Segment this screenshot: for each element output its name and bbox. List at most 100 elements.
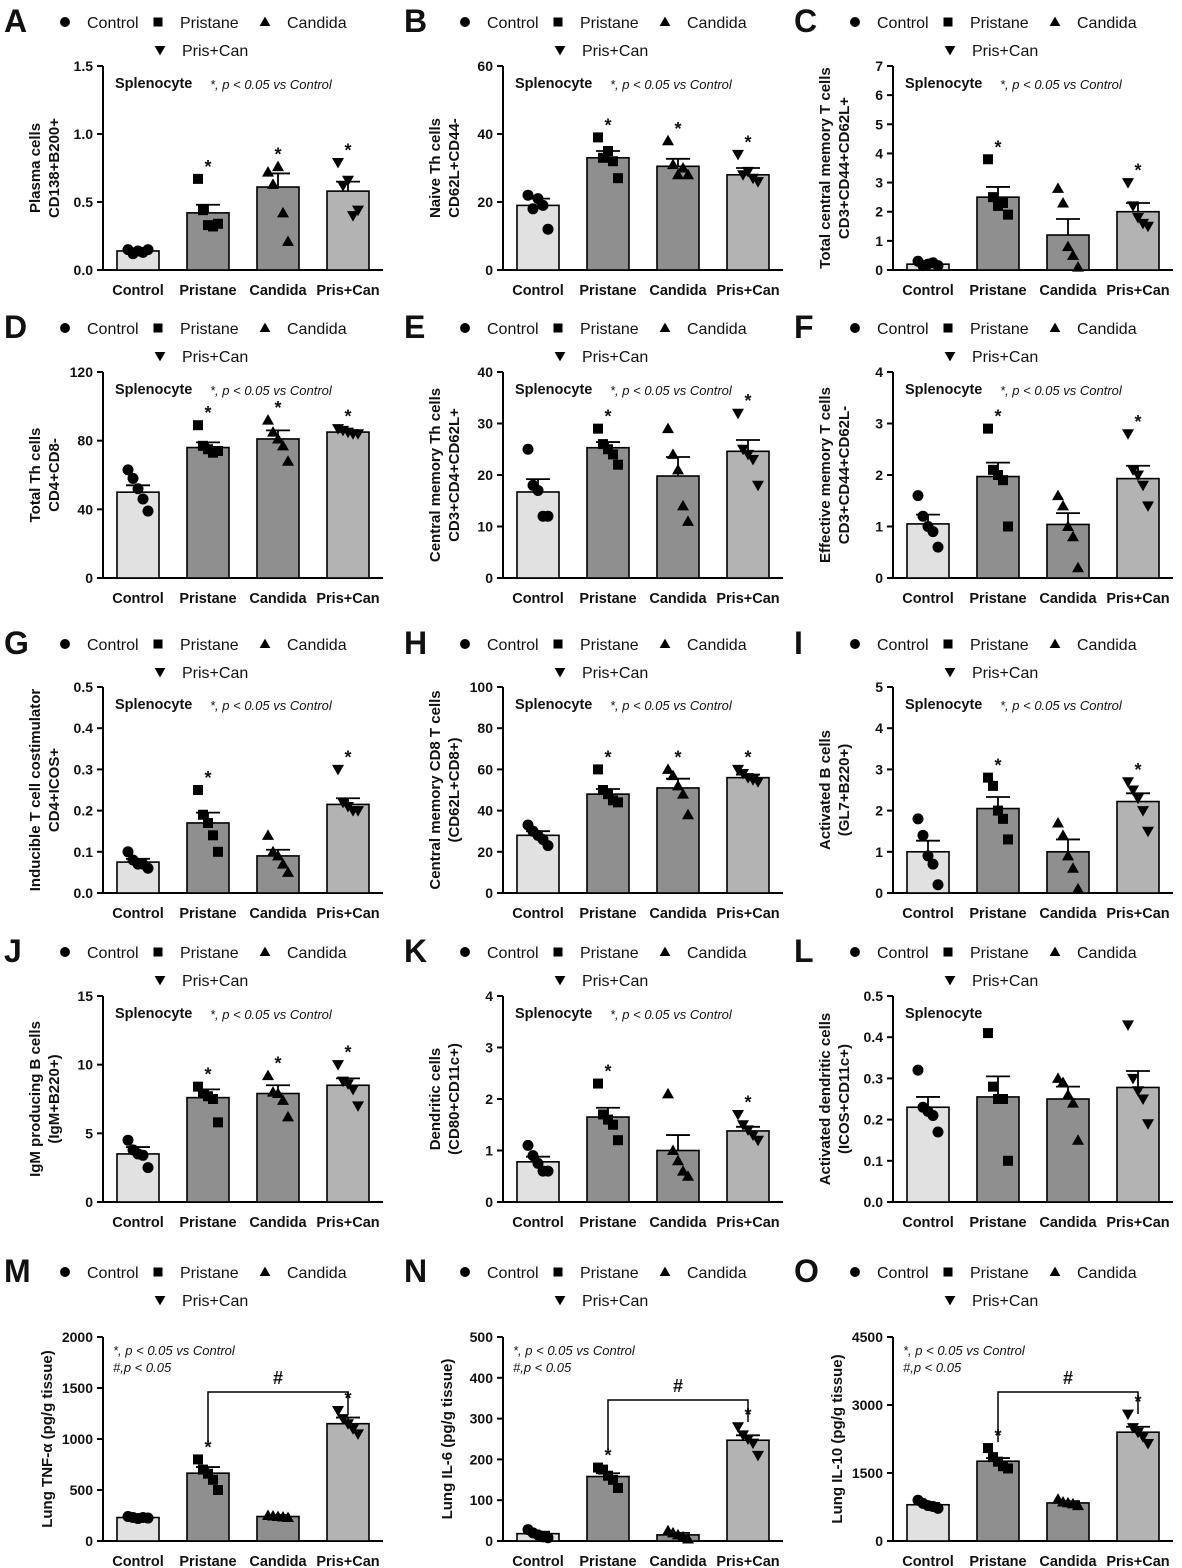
x-tick-label: Candida bbox=[1039, 906, 1097, 922]
data-point bbox=[262, 1069, 274, 1081]
x-tick-label: Pristane bbox=[179, 283, 236, 299]
x-tick-label: Control bbox=[112, 283, 164, 299]
legend-label: Pris+Can bbox=[182, 349, 248, 366]
legend-triangle-up-icon bbox=[259, 16, 271, 27]
data-point bbox=[677, 499, 689, 511]
data-point bbox=[742, 166, 754, 178]
data-point bbox=[282, 455, 294, 466]
y-tick-label: 0.4 bbox=[864, 1029, 884, 1045]
y-tick-label: 200 bbox=[470, 1451, 494, 1467]
legend-label: Pris+Can bbox=[182, 973, 248, 990]
legend-circle-icon bbox=[60, 323, 70, 333]
data-point bbox=[662, 422, 674, 434]
data-point bbox=[603, 146, 613, 156]
bracket-label: # bbox=[673, 1376, 683, 1396]
legend-label: Candida bbox=[1077, 1265, 1137, 1282]
legend-triangle-up-icon bbox=[259, 638, 271, 649]
data-point bbox=[1072, 1134, 1084, 1145]
data-point bbox=[922, 850, 934, 862]
panel-a: A Control Pristane Candida Pris+Can 0.0 0.5 1.0… bbox=[4, 3, 383, 299]
panel-m: M Control Pristane Candida Pris+Can 0 500 1000 1… bbox=[4, 1253, 383, 1568]
y-axis-label: (IgM+B220+) bbox=[46, 1054, 63, 1143]
x-tick-label: Pristane bbox=[969, 906, 1026, 922]
significance-star: * bbox=[344, 141, 351, 161]
data-point bbox=[1132, 470, 1144, 481]
legend-label: Pris+Can bbox=[582, 1293, 648, 1310]
legend-triangle-down-icon bbox=[154, 1295, 166, 1306]
x-tick-label: Control bbox=[902, 1554, 954, 1568]
data-point bbox=[1072, 882, 1084, 894]
data-point bbox=[603, 789, 613, 800]
legend-triangle-up-icon bbox=[1049, 638, 1061, 649]
data-point bbox=[272, 849, 284, 861]
data-point bbox=[332, 158, 344, 169]
bar-control bbox=[906, 1106, 950, 1203]
bar-pris-can bbox=[1116, 1431, 1160, 1542]
data-point bbox=[1003, 521, 1013, 532]
significance-note: *, p < 0.05 vs Control bbox=[610, 77, 733, 92]
bar-pristane bbox=[586, 1116, 630, 1203]
data-point bbox=[662, 763, 674, 774]
x-tick-label: Pris+Can bbox=[716, 591, 779, 607]
y-axis-label: Naive Th cells bbox=[427, 118, 444, 218]
y-axis-label: CD3+CD4+CD62L+ bbox=[446, 408, 463, 542]
legend-triangle-up-icon bbox=[1049, 322, 1061, 333]
data-point bbox=[677, 788, 689, 799]
legend-circle-icon bbox=[460, 1267, 470, 1277]
data-point bbox=[282, 866, 294, 877]
data-point bbox=[1062, 849, 1074, 861]
panel-subtitle: Splenocyte bbox=[515, 76, 592, 92]
data-point bbox=[137, 493, 149, 505]
significance-star: * bbox=[604, 1446, 611, 1466]
data-point bbox=[542, 510, 554, 522]
x-tick-label: Candida bbox=[649, 906, 707, 922]
data-point bbox=[752, 1135, 764, 1147]
y-axis-label: CD138+B200+ bbox=[46, 118, 63, 218]
significance-star: * bbox=[1134, 161, 1141, 181]
data-point bbox=[1067, 862, 1079, 873]
significance-star: * bbox=[674, 747, 681, 767]
data-point bbox=[1062, 1088, 1074, 1100]
data-point bbox=[682, 808, 694, 820]
y-tick-label: 80 bbox=[477, 720, 493, 736]
legend-label: Control bbox=[487, 637, 539, 654]
panel-i: I Control Pristane Candida Pris+Can 0 1 2 3 4 5 Act… bbox=[794, 625, 1173, 922]
x-tick-label: Pris+Can bbox=[316, 283, 379, 299]
y-tick-label: 0 bbox=[875, 1533, 883, 1549]
data-point bbox=[527, 203, 539, 215]
y-tick-label: 0.0 bbox=[864, 1194, 884, 1210]
x-tick-label: Pris+Can bbox=[716, 1554, 779, 1568]
data-point bbox=[1142, 501, 1154, 512]
data-point bbox=[1057, 829, 1069, 840]
panel-label: A bbox=[4, 3, 27, 39]
significance-note: *, p < 0.05 vs Control bbox=[1000, 77, 1123, 92]
data-point bbox=[598, 1109, 608, 1120]
y-tick-label: 4 bbox=[875, 364, 883, 380]
legend-label: Pristane bbox=[580, 1265, 639, 1282]
y-tick-label: 120 bbox=[70, 364, 94, 380]
legend-label: Pristane bbox=[180, 321, 239, 338]
y-tick-label: 80 bbox=[77, 433, 93, 449]
x-tick-label: Candida bbox=[1039, 591, 1097, 607]
bar-pris-can bbox=[726, 1130, 770, 1203]
y-tick-label: 30 bbox=[477, 416, 493, 432]
x-tick-label: Candida bbox=[1039, 283, 1097, 299]
y-tick-label: 40 bbox=[77, 501, 93, 517]
legend-label: Pris+Can bbox=[972, 43, 1038, 60]
data-point bbox=[213, 445, 223, 456]
data-point bbox=[352, 429, 364, 440]
data-point bbox=[347, 1084, 359, 1096]
data-point bbox=[613, 1482, 623, 1493]
legend-label: Candida bbox=[1077, 637, 1137, 654]
significance-star: * bbox=[344, 747, 351, 767]
panel-f: F Control Pristane Candida Pris+Can 0 1 2 3 4 Effe… bbox=[794, 309, 1173, 607]
bar-candida bbox=[656, 165, 700, 271]
data-point bbox=[927, 858, 939, 870]
y-tick-label: 0.3 bbox=[74, 761, 94, 777]
y-tick-label: 1 bbox=[875, 844, 883, 860]
data-point bbox=[193, 1081, 203, 1092]
y-tick-label: 2 bbox=[875, 467, 883, 483]
panel-subtitle: Splenocyte bbox=[515, 697, 592, 713]
legend-label: Control bbox=[877, 637, 929, 654]
panel-k: K Control Pristane Candida Pris+Can 0 1 2 3 4 Dend… bbox=[404, 933, 783, 1231]
